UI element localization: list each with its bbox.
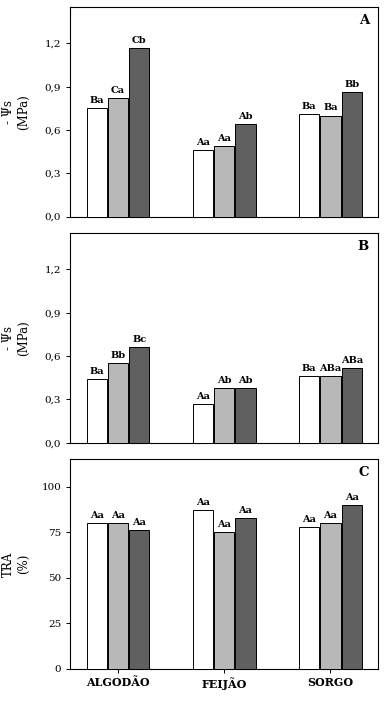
Text: Aa: Aa [302,515,316,523]
Bar [87,379,107,443]
Text: Aa: Aa [196,498,210,507]
Text: ABa: ABa [319,364,342,373]
Bar [299,527,319,669]
Text: - Ψs
(MPa): - Ψs (MPa) [2,94,30,130]
Bar [321,377,340,443]
Text: Aa: Aa [196,392,210,401]
Bar [129,48,149,217]
Text: Ca: Ca [111,86,125,95]
Bar [129,348,149,443]
Text: Ba: Ba [302,102,317,111]
Bar [193,510,213,669]
Text: A: A [359,14,369,27]
Bar [299,114,319,217]
Text: ABa: ABa [340,356,363,364]
Bar [321,116,340,217]
Text: Bc: Bc [132,335,146,345]
Text: Ba: Ba [89,96,104,105]
Text: Ba: Ba [89,367,104,376]
Text: Aa: Aa [90,511,104,520]
Text: TRA
(%): TRA (%) [2,552,30,577]
Bar [87,523,107,669]
Text: Cb: Cb [132,36,147,44]
Text: C: C [358,466,369,479]
Bar [299,377,319,443]
Bar [108,98,128,217]
Text: Aa: Aa [217,134,231,142]
Text: Bb: Bb [344,80,359,89]
Bar [108,364,128,443]
Text: Aa: Aa [239,505,252,515]
Bar [342,368,362,443]
Bar [236,388,255,443]
Bar [342,505,362,669]
Text: Aa: Aa [217,520,231,529]
Text: Ab: Ab [238,376,253,385]
Text: Ba: Ba [323,103,338,113]
Text: B: B [358,240,369,253]
Text: Aa: Aa [132,518,146,527]
Bar [321,523,340,669]
Bar [236,518,255,669]
Text: Aa: Aa [323,511,337,520]
Bar [193,403,213,443]
Bar [193,150,213,217]
Bar [214,388,234,443]
Text: Bb: Bb [110,351,126,360]
Text: Ab: Ab [238,112,253,121]
Bar [214,532,234,669]
Text: Ab: Ab [217,376,232,385]
Bar [129,531,149,669]
Text: - Ψs
(MPa): - Ψs (MPa) [2,320,30,356]
Text: Aa: Aa [345,493,359,502]
Bar [342,92,362,217]
Bar [214,146,234,217]
Bar [108,523,128,669]
Bar [236,124,255,217]
Text: Aa: Aa [111,511,125,520]
Text: Aa: Aa [196,138,210,147]
Text: Ba: Ba [302,364,317,373]
Bar [87,108,107,217]
